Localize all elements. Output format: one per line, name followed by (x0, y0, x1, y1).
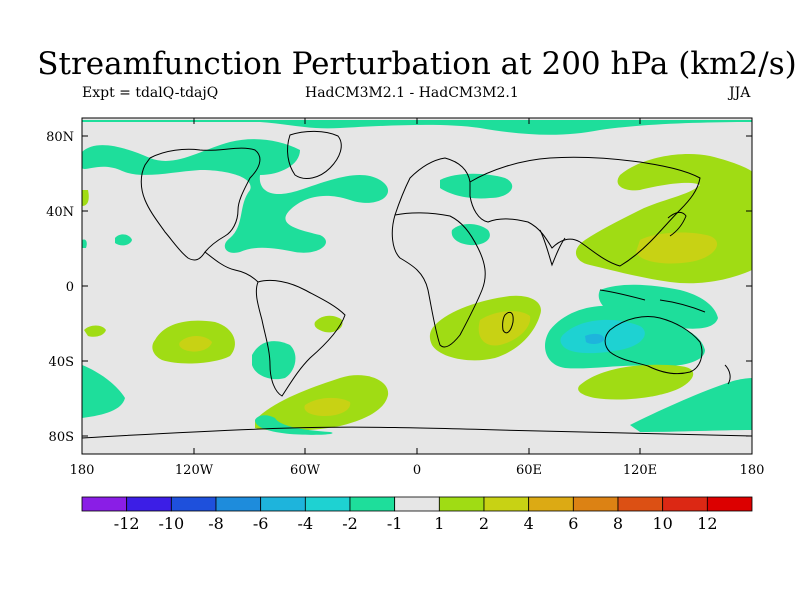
colorbar-swatch-9 (483, 496, 530, 512)
region-north-pacific (82, 120, 752, 135)
lon-label-120e: 120E (623, 463, 657, 478)
colorbar: -12 -10 -8 -6 -4 -2 -1 1 2 4 6 8 10 12 (81, 496, 753, 533)
colorbar-swatch-14 (706, 496, 753, 512)
lon-label-0: 0 (413, 463, 421, 478)
region-gulf-mexico (115, 234, 132, 246)
colorbar-label: 4 (524, 514, 534, 533)
coast-africa (391, 212, 486, 348)
region-southern-ocean-green (255, 415, 333, 435)
colorbar-swatch-1 (126, 496, 172, 512)
colorbar-label: 12 (697, 514, 717, 533)
experiment-label: Expt = tdalQ-tdajQ (82, 85, 219, 101)
lat-label-40n: 40N (46, 205, 74, 220)
region-southern-ocean-west (82, 365, 125, 418)
colorbar-label: -2 (342, 514, 358, 533)
region-central-asia (440, 173, 513, 199)
region-indian-ocean-core (478, 311, 531, 346)
coast-asia (469, 156, 701, 267)
season-label: JJA (729, 85, 751, 101)
contour-fills (82, 120, 752, 435)
colorbar-label: 2 (479, 514, 489, 533)
lat-label-0: 0 (66, 280, 74, 295)
region-north-america-edge (82, 190, 89, 206)
colorbar-swatch-5 (304, 496, 351, 512)
lon-label-60e: 60E (516, 463, 542, 478)
colorbar-swatch-12 (617, 496, 664, 512)
colorbar-label: 6 (568, 514, 578, 533)
coast-north-america (140, 147, 261, 261)
lat-label-40s: 40S (49, 355, 74, 370)
colorbar-label: -6 (253, 514, 269, 533)
region-south-pacific-core (179, 336, 212, 352)
coast-south-america (255, 279, 346, 397)
lon-label-120w: 120W (175, 463, 214, 478)
coast-madagascar (502, 311, 514, 334)
colorbar-swatch-13 (662, 496, 708, 512)
region-west-pacific-core (636, 232, 718, 264)
colorbar-swatch-2 (170, 496, 217, 512)
region-south-atlantic-small (314, 315, 343, 333)
region-middle-east (451, 224, 490, 246)
region-north-pacific-small (82, 239, 87, 248)
coast-central-america (204, 251, 259, 283)
colorbar-swatch-4 (260, 496, 306, 512)
coast-greenland (287, 130, 342, 179)
colorbar-label: -1 (387, 514, 403, 533)
coast-europe (394, 157, 471, 216)
region-south-indian (578, 364, 694, 400)
colorbar-label: -8 (208, 514, 224, 533)
coast-india (539, 229, 566, 267)
coast-antarctica (81, 426, 753, 439)
region-australia-core (585, 333, 605, 345)
colorbar-swatch-3 (215, 496, 262, 512)
colorbar-label: -12 (114, 514, 140, 533)
coast-australia (604, 316, 703, 375)
axis-ticks (82, 118, 752, 454)
lon-label-180e: 180 (740, 463, 765, 478)
region-southern-ocean-east (630, 378, 752, 432)
colorbar-swatch-11 (572, 496, 619, 512)
region-southern-ocean-atlantic-core (304, 397, 351, 416)
colorbar-swatch-6 (349, 496, 396, 512)
lat-label-80n: 80N (46, 130, 74, 145)
model-label: HadCM3M2.1 - HadCM3M2.1 (305, 85, 519, 101)
lat-label-80s: 80S (49, 430, 74, 445)
map-title: Streamfunction Perturbation at 200 hPa (… (37, 46, 797, 82)
coast-japan (667, 211, 687, 237)
colorbar-label: -4 (298, 514, 314, 533)
coastlines (81, 130, 753, 439)
colorbar-label: 10 (652, 514, 672, 533)
lon-label-180w: 180 (70, 463, 95, 478)
region-small-south-pacific (84, 325, 106, 337)
colorbar-swatch-7 (394, 496, 440, 512)
region-north-atlantic (82, 139, 389, 253)
colorbar-swatch-8 (438, 496, 485, 512)
colorbar-swatch-10 (528, 496, 574, 512)
colorbar-swatch-0 (81, 496, 128, 512)
coast-indonesia (599, 289, 706, 313)
colorbar-label: -10 (158, 514, 184, 533)
colorbar-label: 1 (434, 514, 444, 533)
region-south-america-green (252, 341, 296, 380)
coast-new-zealand (724, 364, 731, 385)
colorbar-label: 8 (613, 514, 623, 533)
lon-label-60w: 60W (290, 463, 321, 478)
